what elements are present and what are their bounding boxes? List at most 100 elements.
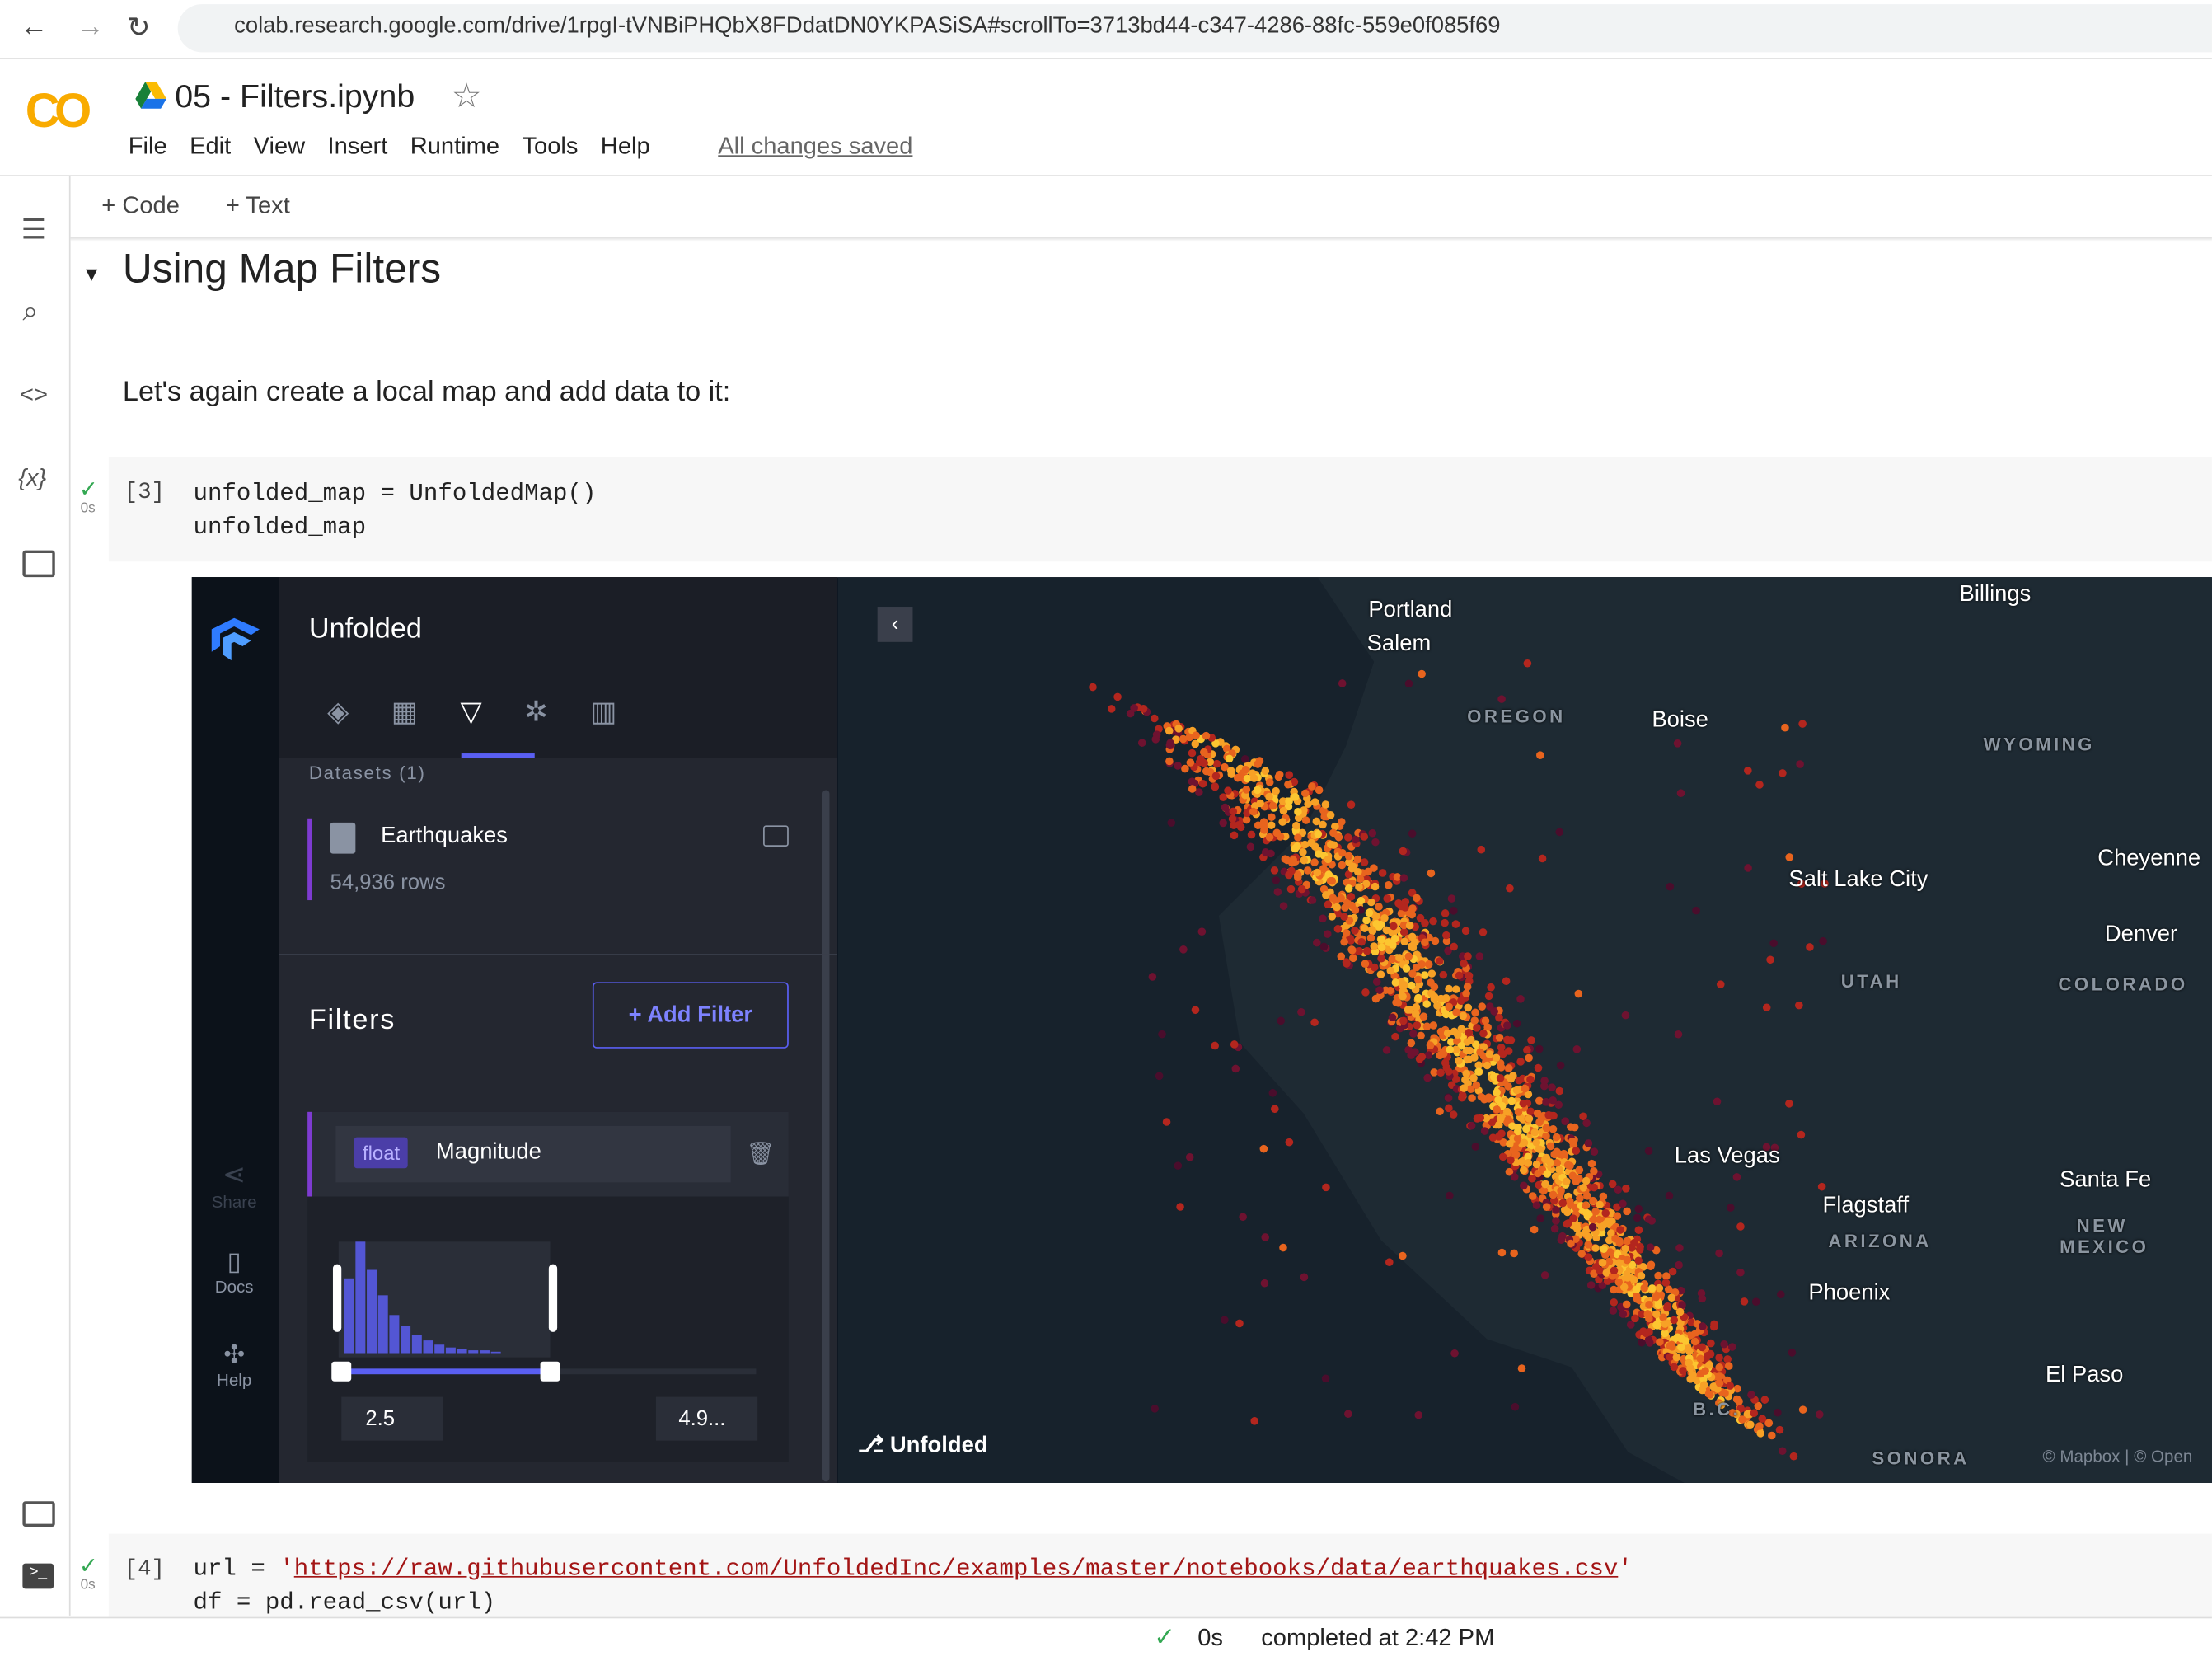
- filters-tab[interactable]: ▽: [460, 697, 482, 729]
- status-message[interactable]: completed at 2:42 PM: [1261, 1624, 1495, 1651]
- menu-item[interactable]: File: [128, 132, 167, 160]
- code-url[interactable]: https://raw.githubusercontent.com/Unfold…: [293, 1556, 1619, 1584]
- code-token: ': [279, 1556, 294, 1584]
- earthquake-point: [1668, 1267, 1677, 1276]
- region-label: B.C.: [1693, 1398, 1741, 1419]
- show-table-button[interactable]: [763, 825, 789, 847]
- earthquake-point: [1383, 894, 1392, 903]
- earthquake-point: [1508, 1122, 1516, 1130]
- menu-item[interactable]: Help: [600, 132, 650, 160]
- interactions-tab[interactable]: ▦: [391, 697, 419, 729]
- terminal-icon[interactable]: >_: [22, 1563, 54, 1589]
- attribution[interactable]: © Mapbox | © Open: [2042, 1446, 2193, 1466]
- earthquake-point: [1261, 848, 1270, 856]
- earthquake-point: [1661, 1320, 1670, 1328]
- earthquake-point: [1313, 868, 1322, 877]
- toc-icon[interactable]: ☰: [21, 214, 47, 246]
- variables-icon[interactable]: {x}: [18, 464, 47, 491]
- earthquake-point: [1481, 1016, 1490, 1025]
- colab-logo[interactable]: CO: [25, 84, 91, 138]
- earthquake-point: [1362, 946, 1371, 955]
- map-canvas[interactable]: [837, 577, 2212, 1483]
- earthquake-point: [1494, 1133, 1503, 1141]
- forward-button[interactable]: →: [76, 11, 105, 43]
- dataset-name[interactable]: Earthquakes: [381, 823, 508, 848]
- notebook-title[interactable]: 05 - Filters.ipynb: [175, 77, 415, 115]
- code-cell[interactable]: [108, 1533, 2212, 1619]
- menu-item[interactable]: Insert: [327, 132, 388, 160]
- menu-item[interactable]: Edit: [190, 132, 232, 160]
- earthquake-point: [1312, 817, 1321, 826]
- menu-item[interactable]: Tools: [522, 132, 579, 160]
- earthquake-point: [1797, 880, 1806, 888]
- earthquake-point: [1465, 1029, 1474, 1037]
- earthquake-point: [1195, 788, 1203, 796]
- basemap-tab[interactable]: ▥: [590, 697, 617, 729]
- earthquake-point: [1372, 912, 1380, 921]
- panel-divider: [279, 954, 837, 955]
- search-icon[interactable]: ⌕: [22, 296, 39, 328]
- back-button[interactable]: ←: [19, 11, 49, 43]
- collapse-panel-button[interactable]: ‹: [877, 607, 913, 642]
- code-snippets-icon[interactable]: <>: [19, 381, 48, 408]
- code-token: ': [1618, 1556, 1633, 1584]
- earthquake-point: [1395, 954, 1404, 962]
- add-text-button[interactable]: + Text: [225, 191, 290, 219]
- earthquake-point: [1279, 902, 1288, 910]
- field-type-badge: float: [354, 1137, 409, 1169]
- earthquake-point: [1744, 767, 1752, 775]
- city-label: Denver: [2104, 922, 2178, 947]
- earthquake-point: [1320, 812, 1329, 821]
- menu-item[interactable]: View: [253, 132, 306, 160]
- city-label: Salt Lake City: [1788, 867, 1928, 892]
- earthquake-point: [1584, 1253, 1593, 1261]
- earthquake-point: [1561, 1117, 1569, 1125]
- range-min-input[interactable]: 2.5: [341, 1396, 443, 1441]
- earthquake-point: [1400, 937, 1409, 946]
- reload-button[interactable]: ↻: [127, 12, 151, 45]
- earthquake-point: [1696, 1369, 1705, 1378]
- collapse-toggle[interactable]: ▼: [82, 262, 102, 285]
- menu-item[interactable]: Runtime: [410, 132, 500, 160]
- earthquake-point: [1570, 1123, 1579, 1132]
- scrollbar[interactable]: [822, 790, 830, 1482]
- command-palette-icon[interactable]: [22, 1501, 55, 1527]
- earthquake-point: [1225, 754, 1234, 763]
- tooltip-tab[interactable]: ✲: [524, 697, 548, 729]
- docs-nav[interactable]: ▯ Docs: [214, 1247, 254, 1297]
- address-bar[interactable]: [177, 4, 2212, 53]
- earthquake-point: [1386, 966, 1395, 975]
- earthquake-point: [1279, 806, 1288, 815]
- earthquake-point: [1367, 898, 1375, 907]
- menu-bar: File Edit View Insert Runtime Tools Help: [129, 133, 673, 161]
- earthquake-point: [1569, 1214, 1577, 1222]
- earthquake-point: [1603, 1277, 1612, 1285]
- earthquake-point: [1483, 1061, 1492, 1070]
- earthquake-point: [1322, 1183, 1330, 1192]
- earthquake-point: [1521, 1084, 1530, 1093]
- earthquake-point: [1355, 946, 1364, 955]
- region-label: ARIZONA: [1828, 1230, 1932, 1252]
- earthquake-point: [1408, 904, 1417, 913]
- range-max-input[interactable]: 4.9...: [655, 1396, 758, 1441]
- add-code-button[interactable]: + Code: [101, 191, 180, 219]
- earthquake-point: [1427, 988, 1436, 997]
- help-nav[interactable]: ✣ Help: [217, 1340, 252, 1391]
- earthquake-point: [1338, 679, 1347, 687]
- region-label: COLORADO: [2058, 974, 2188, 995]
- earthquake-point: [1202, 731, 1211, 740]
- code-cell[interactable]: [108, 457, 2212, 562]
- delete-filter-button[interactable]: 🗑: [746, 1143, 776, 1167]
- earthquake-point: [1377, 954, 1385, 963]
- save-status[interactable]: All changes saved: [718, 132, 913, 160]
- star-button[interactable]: ☆: [451, 77, 482, 116]
- files-icon[interactable]: [22, 550, 55, 578]
- share-nav[interactable]: ⋖ Share: [211, 1160, 257, 1213]
- earthquake-point: [1337, 952, 1346, 961]
- map-logo: ⎇ Unfolded: [857, 1433, 988, 1458]
- earthquake-point: [1407, 981, 1416, 990]
- earthquake-point: [1260, 1279, 1269, 1288]
- add-filter-button[interactable]: + Add Filter: [592, 982, 789, 1049]
- earthquake-point: [1465, 971, 1474, 980]
- layers-tab[interactable]: ◈: [327, 697, 349, 729]
